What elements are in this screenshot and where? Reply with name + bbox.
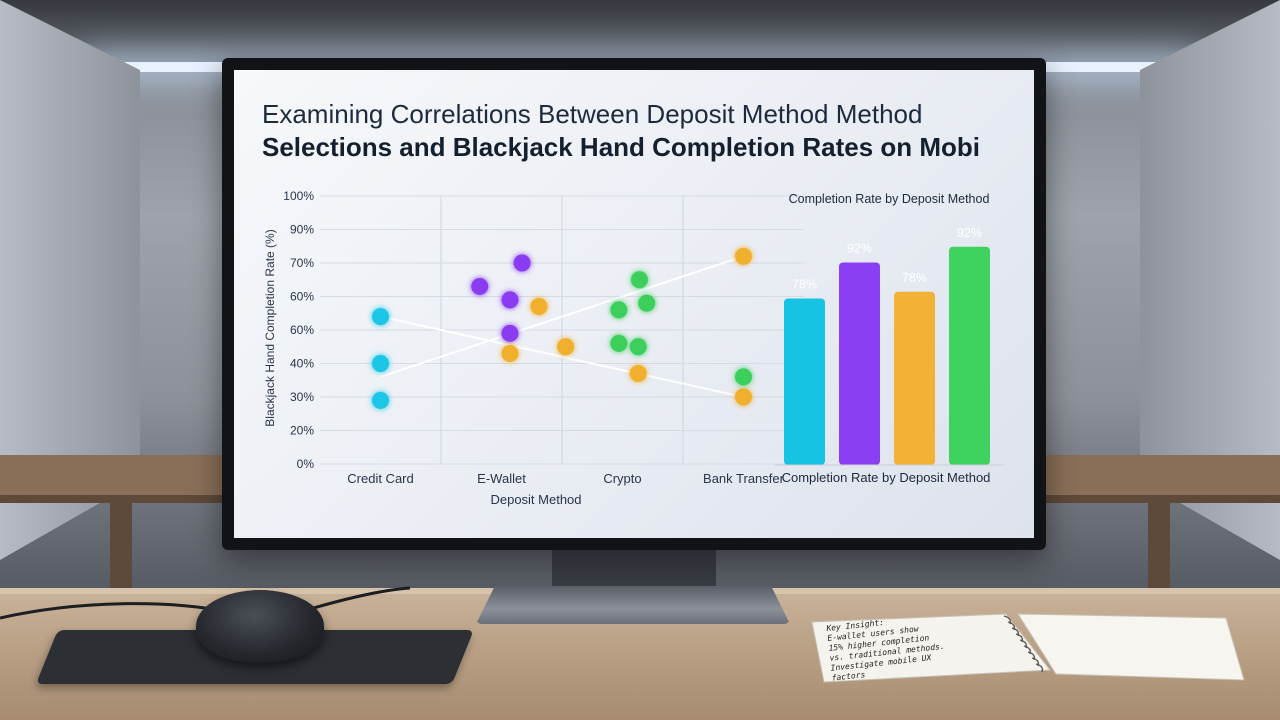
scatter-point bbox=[629, 338, 647, 356]
bar-chart-value-labels: 78% 92% 78% 92% bbox=[792, 226, 982, 292]
bar-chart-bars bbox=[784, 246, 990, 465]
scatter-point bbox=[638, 294, 656, 312]
scatter-x-tick-label: E-Wallet bbox=[477, 471, 526, 486]
bar-chart: Completion Rate by Deposit Method 78% 92%… bbox=[775, 192, 1004, 485]
bar-value-label: 78% bbox=[792, 278, 817, 292]
computer-mouse bbox=[196, 590, 324, 662]
scatter-x-tick-label: Credit Card bbox=[347, 471, 413, 486]
scatter-trend-line bbox=[380, 315, 744, 398]
scatter-y-tick-label: 60% bbox=[290, 323, 314, 337]
background-table-right-leg bbox=[1148, 500, 1170, 590]
scatter-point bbox=[735, 388, 752, 406]
scatter-point bbox=[501, 291, 519, 309]
scatter-chart: 0% 20% 30% 40% 60% 60% 70% 90% 100% Credit Card E… bbox=[263, 189, 804, 507]
scatter-y-tick-label: 100% bbox=[283, 189, 314, 203]
scatter-point bbox=[372, 355, 389, 372]
bar bbox=[784, 298, 825, 465]
scatter-point bbox=[629, 365, 647, 383]
scatter-point bbox=[610, 301, 628, 319]
scatter-y-tick-label: 20% bbox=[290, 424, 314, 438]
bar-chart-x-axis-label: Completion Rate by Deposit Method bbox=[782, 470, 991, 485]
scatter-point bbox=[513, 254, 531, 272]
scatter-point bbox=[735, 247, 752, 265]
scatter-point bbox=[610, 334, 628, 352]
bar bbox=[894, 291, 935, 465]
scatter-y-tick-label: 40% bbox=[290, 357, 314, 371]
notebook bbox=[811, 613, 1245, 683]
bar-chart-title: Completion Rate by Deposit Method bbox=[789, 192, 990, 206]
scatter-y-axis-label: Blackjack Hand Completion Rate (%) bbox=[263, 229, 277, 426]
scatter-point bbox=[372, 391, 389, 409]
charts-canvas: 0% 20% 30% 40% 60% 60% 70% 90% 100% Credit Card E… bbox=[263, 189, 1004, 507]
scatter-point bbox=[530, 298, 548, 316]
scatter-point bbox=[501, 344, 519, 362]
scatter-trend-line bbox=[380, 255, 744, 378]
scatter-y-tick-label: 30% bbox=[290, 390, 314, 404]
scatter-point bbox=[471, 277, 489, 295]
bar bbox=[949, 246, 990, 465]
monitor-stand-base bbox=[476, 586, 790, 624]
scatter-point bbox=[630, 271, 648, 289]
scatter-point bbox=[372, 308, 389, 326]
bar-value-label: 92% bbox=[847, 242, 872, 256]
bar-value-label: 92% bbox=[957, 226, 982, 240]
scatter-x-tick-label: Bank Transfer bbox=[703, 471, 785, 486]
page-title: Examining Correlations Between Deposit M… bbox=[262, 98, 1002, 164]
scatter-y-tick-label: 60% bbox=[290, 290, 314, 304]
scatter-y-tick-label: 0% bbox=[297, 457, 315, 471]
scatter-x-tick-label: Crypto bbox=[603, 471, 641, 486]
bar bbox=[839, 262, 880, 465]
scatter-trend-lines bbox=[380, 255, 744, 398]
background-table-left-leg bbox=[110, 500, 132, 590]
scatter-y-ticks: 0% 20% 30% 40% 60% 60% 70% 90% 100% bbox=[283, 189, 314, 471]
scatter-y-tick-label: 70% bbox=[290, 256, 314, 270]
background-table-left bbox=[0, 455, 260, 503]
scatter-x-ticks: Credit Card E-Wallet Crypto Bank Transfer bbox=[347, 471, 784, 486]
scatter-x-axis-label: Deposit Method bbox=[490, 492, 581, 507]
scatter-point bbox=[557, 338, 575, 356]
title-line-1: Examining Correlations Between Deposit M… bbox=[262, 99, 923, 129]
bar-value-label: 78% bbox=[902, 271, 927, 285]
background-table-right bbox=[1010, 455, 1280, 503]
scatter-points bbox=[372, 247, 752, 409]
scatter-y-tick-label: 90% bbox=[290, 223, 314, 237]
scatter-point bbox=[501, 324, 519, 342]
title-line-2: Selections and Blackjack Hand Completion… bbox=[262, 132, 981, 162]
monitor-screen: Examining Correlations Between Deposit M… bbox=[234, 70, 1034, 538]
scatter-point bbox=[735, 368, 752, 386]
